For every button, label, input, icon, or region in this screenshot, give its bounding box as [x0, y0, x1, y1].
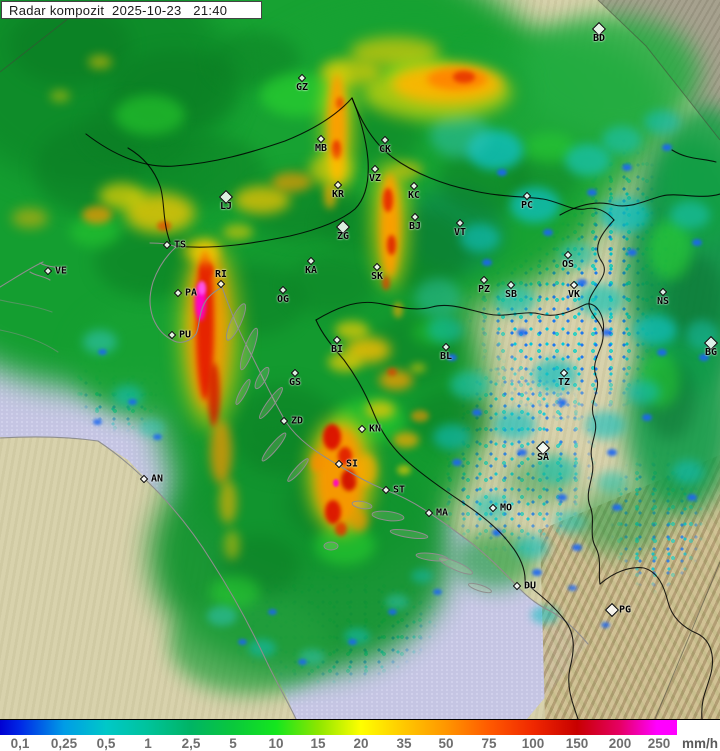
precip-blob — [267, 609, 277, 615]
station-label: BJ — [408, 221, 422, 232]
station-label: NS — [656, 296, 670, 307]
station-label: MO — [500, 502, 513, 514]
station-label: KA — [304, 265, 318, 276]
legend-label: 75 — [481, 736, 497, 751]
precip-blob — [335, 522, 347, 536]
precip-blob — [385, 594, 409, 610]
station-label: SI — [346, 458, 359, 470]
station-label: VT — [453, 227, 467, 238]
precip-blob — [152, 434, 162, 440]
station-label: PC — [520, 200, 534, 211]
station-marker-icon — [43, 266, 53, 276]
station-label: RI — [214, 269, 228, 280]
station-label: KR — [331, 189, 345, 200]
legend-label: 0,5 — [96, 736, 116, 751]
legend-label: 15 — [310, 736, 326, 751]
station-label: LJ — [219, 201, 233, 212]
precip-blob — [220, 535, 300, 595]
precip-blob — [299, 649, 325, 665]
station-label: GS — [288, 377, 302, 388]
precip-blob — [92, 419, 102, 425]
precip-blob — [127, 399, 137, 405]
station-label: SK — [370, 271, 384, 282]
legend-label: 10 — [268, 736, 284, 751]
radar-map: GZ MB CK VZ KR KC LJ ZG TS VE KA RI PA OG PU SK BJ VT PC OS… — [0, 0, 720, 719]
legend-unit: mm/h — [681, 736, 718, 751]
precip-blob — [344, 628, 370, 644]
station-label: GZ — [295, 82, 309, 93]
station-label: BL — [439, 351, 453, 362]
station-label: ZG — [336, 231, 350, 242]
title-bar: Radar kompozit 2025-10-23 21:40 — [1, 1, 262, 19]
legend-labels: 0,1 0,25 0,5 1 2,5 5 10 15 20 35 50 75 100 150 200 250 — [0, 735, 720, 751]
station-label: ZD — [291, 415, 304, 427]
precip-blob — [297, 659, 307, 665]
legend-label: 5 — [229, 736, 237, 751]
station-label: BI — [330, 344, 344, 355]
station-label: MB — [314, 143, 328, 154]
station-label: AN — [151, 473, 164, 485]
precip-blob — [350, 510, 368, 532]
station-label: BG — [704, 347, 718, 358]
legend-label: 2,5 — [181, 736, 201, 751]
precip-blob — [387, 609, 397, 615]
rainrate-legend: 0,1 0,25 0,5 1 2,5 5 10 15 20 35 50 75 100 150 200 250 … — [0, 719, 720, 751]
station-label: VZ — [368, 173, 382, 184]
station-label: OG — [276, 294, 290, 305]
station-label: KN — [369, 423, 382, 435]
legend-label: 1 — [144, 736, 152, 751]
station-label: PU — [179, 329, 192, 341]
precip-blob — [83, 330, 117, 354]
precip-blob — [219, 480, 237, 524]
station-label: OS — [561, 259, 575, 270]
map-title: Radar kompozit 2025-10-23 21:40 — [9, 2, 228, 18]
precip-blob — [315, 525, 375, 565]
station-label: BD — [592, 33, 606, 44]
precip-blob — [411, 569, 433, 583]
precip-blob — [97, 349, 107, 355]
legend-label: 250 — [647, 736, 671, 751]
station-label: DU — [524, 580, 537, 592]
precip-blob — [224, 530, 240, 560]
legend-label: 50 — [438, 736, 454, 751]
station-label: PA — [185, 287, 198, 299]
legend-label: 100 — [521, 736, 545, 751]
legend-color-bar — [0, 720, 677, 735]
precip-blob — [208, 363, 220, 427]
station-label: KC — [407, 190, 421, 201]
precip-blob — [347, 639, 357, 645]
legend-label: 0,1 — [10, 736, 30, 751]
precip-blob — [333, 479, 339, 487]
station-label: TS — [174, 239, 187, 251]
station-label: TZ — [557, 377, 571, 388]
station-label: VE — [55, 265, 68, 277]
station-label: ST — [393, 484, 406, 496]
precip-blob — [325, 500, 341, 524]
precip-blob — [285, 470, 375, 540]
legend-label: 35 — [396, 736, 412, 751]
station-label: MA — [436, 507, 449, 519]
legend-label: 150 — [565, 736, 589, 751]
station-label: SB — [504, 289, 518, 300]
legend-label: 20 — [353, 736, 369, 751]
station-label: VK — [567, 289, 581, 300]
precip-blob — [432, 589, 442, 595]
station-label: SA — [536, 452, 550, 463]
station-label: CK — [378, 144, 392, 155]
station-label: PZ — [477, 284, 491, 295]
legend-label: 200 — [608, 736, 632, 751]
precip-blob — [210, 420, 232, 484]
precip-blob — [113, 385, 143, 407]
precip-blob — [139, 419, 165, 437]
station-label: PG — [619, 604, 632, 616]
legend-label: 0,25 — [50, 736, 78, 751]
